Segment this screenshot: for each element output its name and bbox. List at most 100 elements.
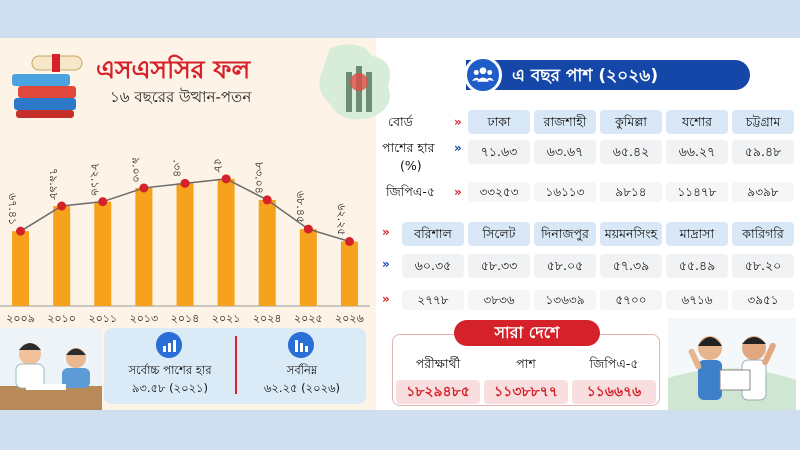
- row-label-gpa5: জিপিএ-৫: [386, 184, 435, 199]
- pass-rate-barishal: ৬০.৩৫: [402, 254, 464, 278]
- pass-rate-dhaka: ৭১.৬৩: [468, 140, 530, 164]
- gpa5-chattogram: ৯৩৯৮: [732, 182, 794, 202]
- lowest-label: সর্বনিম্ন: [286, 363, 318, 377]
- bar-1: [53, 206, 71, 306]
- pass-rate-cumilla: ৬৫.৪২: [600, 140, 662, 164]
- point-marker-3: [139, 183, 149, 193]
- gpa5-sylhet: ৩৮৩৬: [468, 290, 530, 310]
- books-diploma-icon: [12, 54, 83, 118]
- group-people-icon: [464, 56, 502, 94]
- gpa5-total-value: ১১৬৬৭৬: [572, 380, 656, 404]
- students-exam-illustration: [0, 328, 102, 410]
- pass-rate-technical: ৫৮.২০: [732, 254, 794, 278]
- data-label: ৬৮.৪৫: [294, 191, 307, 223]
- bar-4: [176, 183, 194, 306]
- chevron-right-icon: »: [454, 185, 462, 199]
- bar-7: [299, 229, 317, 306]
- lowest-value: ৬২.২৫ (২০২৬): [263, 381, 341, 395]
- board-name-dhaka: ঢাকা: [468, 110, 530, 134]
- gpa5-mymensingh: ৫৭০০: [600, 290, 662, 310]
- bar-2: [94, 201, 112, 306]
- chart-panel: এসএসসির ফল ১৬ বছরের উত্থান-পতন ২০০৯ ৬৭.৪১…: [0, 38, 376, 410]
- celebrating-students-illustration: [668, 318, 796, 410]
- banner-bar: [466, 60, 750, 90]
- point-marker-1: [57, 201, 67, 211]
- point-marker-5: [221, 174, 231, 184]
- passed-label: পাশ: [516, 356, 536, 371]
- point-marker-6: [262, 195, 272, 205]
- chevron-right-icon: »: [382, 292, 390, 306]
- summary-divider: [235, 336, 237, 394]
- gpa5-dinajpur: ১৩৬৩৯: [534, 290, 596, 310]
- gpa5-total-label: জিপিএ-৫: [589, 356, 639, 371]
- x-tick-label: ২০০৯: [6, 312, 35, 325]
- data-label: ৮২.১৬: [88, 164, 101, 196]
- board-name-sylhet: সিলেট: [468, 222, 530, 246]
- examinees-label: পরীক্ষার্থী: [415, 356, 461, 371]
- data-label: ৮৯.০৩: [129, 158, 142, 182]
- pass-rate-mymensingh: ৫৭.৩৯: [600, 254, 662, 278]
- board-name-chattogram: চট্টগ্রাম: [732, 110, 794, 134]
- bar-6: [258, 199, 276, 306]
- summary-box: সর্বোচ্চ পাশের হার ৯৩.৫৮ (২০২১) সর্বনিম্…: [104, 328, 366, 404]
- growth-chart-icon: [156, 332, 182, 358]
- gpa5-barishal: ২৭৭৮: [402, 290, 464, 310]
- x-tick-label: ২০২৬: [335, 312, 364, 325]
- point-marker-2: [98, 197, 108, 207]
- gpa5-madrasa: ৬৭১৬: [666, 290, 728, 310]
- x-tick-label: ২০২৪: [253, 312, 282, 325]
- board-name-mymensingh: ময়মনসিংহ: [600, 222, 662, 246]
- point-marker-8: [344, 237, 354, 246]
- point-marker-0: [16, 226, 26, 236]
- gpa5-rajshahi: ১৬১১৩: [534, 182, 596, 202]
- gpa5-jashore: ১১৪৭৮: [666, 182, 728, 202]
- banner-title: এ বছর পাশ (২০২৬): [512, 66, 659, 86]
- results-panel: এ বছর পাশ (২০২৬) বোর্ড » পাশের হার (%) »…: [319, 38, 800, 410]
- gpa5-technical: ৩৯৫১: [732, 290, 794, 310]
- pass-rate-rajshahi: ৬৩.৬৭: [534, 140, 596, 164]
- data-label: ৮৩.০৪: [253, 162, 266, 194]
- pass-rate-chart: ২০০৯ ৬৭.৪১ ২০১০ ৭৯.৯৮ ২০১১ ৮২.১৬ ২০১৩ ৮৯.০৩ ২০১৪…: [0, 158, 370, 325]
- shaheed-minar-map-icon: [319, 44, 390, 120]
- bar-3: [135, 187, 153, 306]
- data-label: ৬২.২৫: [335, 203, 348, 235]
- x-tick-label: ২০১০: [47, 312, 76, 325]
- board-name-rajshahi: রাজশাহী: [534, 110, 596, 134]
- highest-value: ৯৩.৫৮ (২০২১): [131, 381, 209, 395]
- data-label: ৯১.৩৪: [171, 158, 184, 177]
- point-marker-7: [303, 224, 313, 234]
- point-marker-4: [180, 178, 190, 188]
- x-tick-label: ২০১৩: [130, 312, 159, 325]
- gpa5-dhaka: ৩৩২৫৩: [468, 182, 530, 202]
- bar-0: [12, 231, 30, 306]
- examinees-value: ১৮২৯৪৮৫: [396, 380, 480, 404]
- board-name-technical: কারিগরি: [732, 222, 794, 246]
- x-tick-label: ২০২৫: [294, 312, 323, 325]
- row-label-board: বোর্ড: [388, 114, 413, 129]
- x-tick-label: ২০১৪: [171, 312, 200, 325]
- gpa5-cumilla: ৯৮১৪: [600, 182, 662, 202]
- pass-rate-jashore: ৬৬.২৭: [666, 140, 728, 164]
- pass-rate-dinajpur: ৫৮.০৫: [534, 254, 596, 278]
- highest-label: সর্বোচ্চ পাশের হার: [128, 363, 212, 377]
- chevron-right-icon: »: [454, 115, 462, 129]
- page-title: এসএসসির ফল: [96, 55, 251, 84]
- page-subtitle: ১৬ বছরের উত্থান-পতন: [110, 88, 252, 106]
- x-tick-label: ২০১১: [88, 312, 117, 325]
- board-name-jashore: যশোর: [666, 110, 728, 134]
- passed-value: ১১৩৮৮৭৭: [484, 380, 568, 404]
- decline-chart-icon: [288, 332, 314, 358]
- chevron-right-icon: »: [382, 257, 390, 271]
- board-name-dinajpur: দিনাজপুর: [534, 222, 596, 246]
- row-label-pass-rate: পাশের হার: [382, 140, 435, 155]
- pass-rate-madrasa: ৫৫.৪৯: [666, 254, 728, 278]
- infographic-card: এসএসসির ফল ১৬ বছরের উত্থান-পতন ২০০৯ ৬৭.৪১…: [0, 38, 800, 410]
- bar-8: [340, 241, 358, 306]
- board-name-barishal: বরিশাল: [402, 222, 464, 246]
- board-name-madrasa: মাদ্রাসা: [666, 222, 728, 246]
- bar-5: [217, 178, 235, 306]
- data-label: ৬৭.৪১: [6, 193, 19, 225]
- data-label: ৭৯.৯৮: [47, 168, 60, 200]
- chevron-right-icon: »: [454, 141, 462, 155]
- x-tick-label: ২০২১: [212, 312, 241, 325]
